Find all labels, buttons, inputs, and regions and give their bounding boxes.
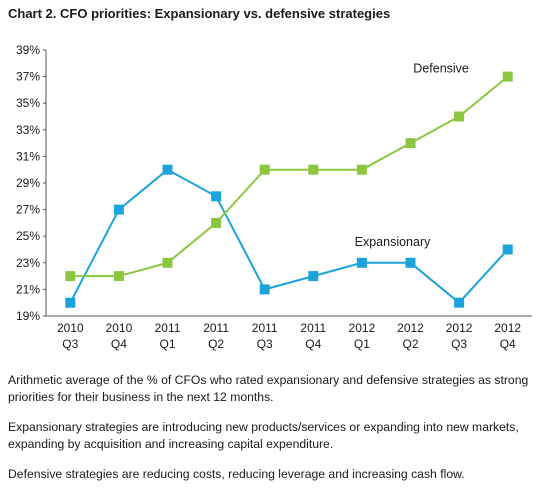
y-tick-label: 25% bbox=[16, 229, 40, 243]
point-defensive bbox=[113, 271, 124, 282]
x-tick-label-year: 2011 bbox=[300, 321, 326, 335]
point-defensive bbox=[405, 138, 416, 149]
y-tick-label: 31% bbox=[16, 149, 40, 163]
y-tick-label: 33% bbox=[16, 123, 40, 137]
chart-labels: Expansionary Defensive bbox=[355, 62, 469, 249]
point-defensive bbox=[211, 217, 222, 228]
y-tick-label: 27% bbox=[16, 203, 40, 217]
x-tick-label-quarter: Q2 bbox=[402, 337, 418, 351]
note-defensive: Defensive strategies are reducing costs,… bbox=[8, 467, 465, 481]
x-tick-label-quarter: Q3 bbox=[257, 337, 273, 351]
point-defensive bbox=[454, 111, 465, 122]
x-tick-label-year: 2010 bbox=[57, 321, 84, 335]
y-tick-label: 39% bbox=[16, 43, 40, 57]
x-tick-label-quarter: Q4 bbox=[305, 337, 321, 351]
series-line-expansionary bbox=[69, 168, 509, 305]
point-expansionary bbox=[211, 191, 222, 202]
series-label-expansionary: Expansionary bbox=[355, 235, 431, 249]
note-average: Arithmetic average of the % of CFOs who … bbox=[8, 373, 529, 404]
chart-axes: 19% 21% 23% 25% 27% 29% 31% 33% 35% 37% 39% 2010 Q3 2… bbox=[16, 43, 532, 351]
point-expansionary bbox=[454, 297, 465, 308]
x-tick-label-year: 2010 bbox=[106, 321, 133, 335]
series-line-defensive bbox=[70, 75, 509, 278]
x-tick-label-year: 2011 bbox=[203, 321, 229, 335]
x-tick-label-quarter: Q3 bbox=[451, 337, 467, 351]
point-defensive bbox=[259, 164, 270, 175]
point-expansionary bbox=[502, 244, 513, 255]
y-tick-label: 21% bbox=[16, 282, 40, 296]
chart-notes: Arithmetic average of the % of CFOs who … bbox=[8, 372, 544, 496]
point-expansionary bbox=[113, 204, 124, 215]
point-defensive bbox=[356, 164, 367, 175]
series-lines bbox=[69, 75, 509, 305]
y-tick-label: 29% bbox=[16, 176, 40, 190]
x-tick-label-year: 2011 bbox=[155, 321, 181, 335]
x-tick-label-quarter: Q3 bbox=[62, 337, 78, 351]
x-tick-label-year: 2012 bbox=[397, 321, 424, 335]
point-defensive bbox=[308, 164, 319, 175]
x-tick-label-year: 2012 bbox=[349, 321, 376, 335]
x-tick-label-quarter: Q2 bbox=[208, 337, 224, 351]
y-tick-label: 35% bbox=[16, 96, 40, 110]
series-markers bbox=[65, 71, 513, 308]
x-tick-label-year: 2012 bbox=[446, 321, 473, 335]
x-tick-label-quarter: Q1 bbox=[159, 337, 175, 351]
x-tick-label-year: 2011 bbox=[252, 321, 278, 335]
x-tick-label-year: 2012 bbox=[494, 321, 521, 335]
point-expansionary bbox=[405, 257, 416, 268]
x-tick-label-quarter: Q4 bbox=[111, 337, 127, 351]
x-tick-label-quarter: Q4 bbox=[500, 337, 516, 351]
point-expansionary bbox=[162, 164, 173, 175]
point-defensive bbox=[162, 257, 173, 268]
point-expansionary bbox=[356, 257, 367, 268]
point-expansionary bbox=[308, 271, 319, 282]
point-defensive bbox=[65, 271, 76, 282]
note-expansionary: Expansionary strategies are introducing … bbox=[8, 420, 519, 451]
x-tick-label-quarter: Q1 bbox=[354, 337, 370, 351]
y-tick-label: 37% bbox=[16, 70, 40, 84]
y-tick-label: 23% bbox=[16, 256, 40, 270]
series-label-defensive: Defensive bbox=[413, 62, 469, 76]
point-expansionary bbox=[259, 284, 270, 295]
line-chart: 19% 21% 23% 25% 27% 29% 31% 33% 35% 37% 39% 2010 Q3 2… bbox=[16, 43, 532, 351]
y-tick-label: 19% bbox=[16, 309, 40, 323]
chart-title: Chart 2. CFO priorities: Expansionary vs… bbox=[8, 6, 391, 21]
point-defensive bbox=[502, 71, 513, 82]
point-expansionary bbox=[65, 297, 76, 308]
